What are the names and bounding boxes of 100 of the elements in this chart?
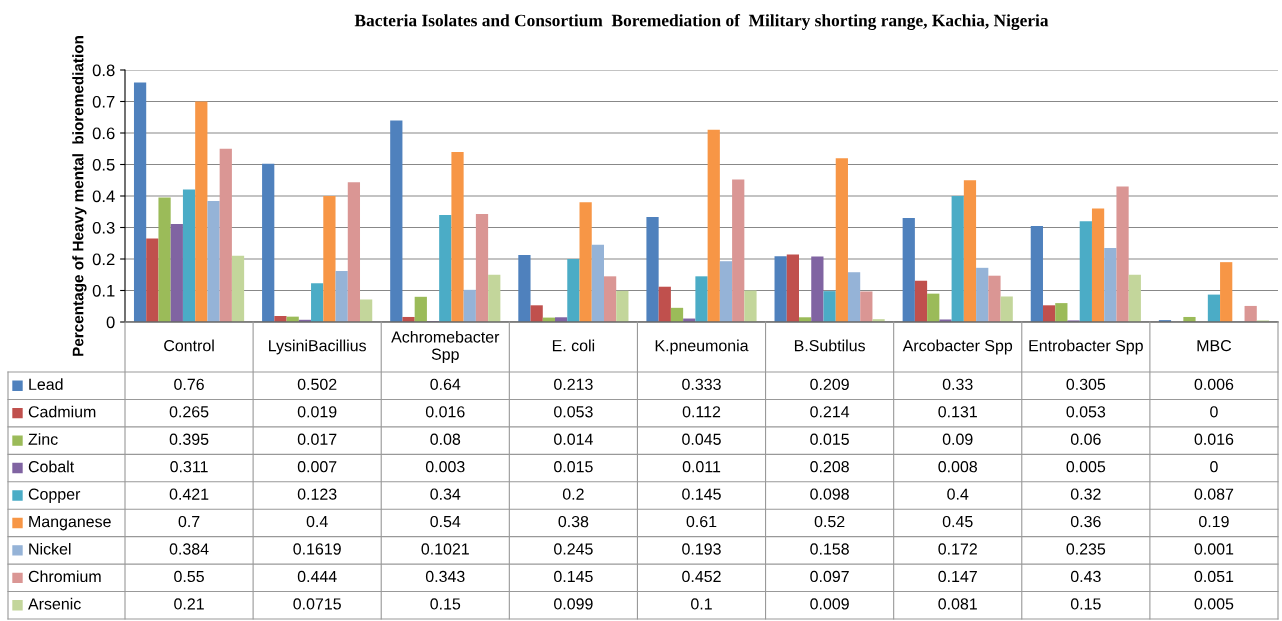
data-label: 0.15 [1070, 598, 1101, 610]
y-tick-label: 0.1 [92, 284, 115, 297]
data-label: 0.145 [682, 488, 721, 500]
legend-label: Nickel [29, 542, 71, 555]
data-label: 0.016 [425, 406, 465, 418]
y-tick-label: 0 [106, 316, 115, 329]
data-label: 0.36 [1070, 515, 1101, 528]
data-label: 0.06 [1070, 433, 1101, 445]
legend-label: Zinc [28, 433, 58, 445]
data-label: 0.09 [942, 433, 973, 445]
data-label: 0.131 [938, 406, 977, 418]
legend-label: Cadmium [28, 405, 96, 418]
y-tick-label: 0.5 [92, 158, 115, 171]
data-label: 0.45 [942, 515, 973, 528]
data-label: 0.098 [810, 488, 849, 500]
x-tick-label: Arcobacter Spp [902, 339, 1013, 355]
data-label: 0.395 [169, 433, 209, 445]
legend-label: Manganese [29, 516, 111, 531]
y-tick-label: 0.8 [92, 64, 115, 77]
legend-label: Arsenic [28, 597, 81, 610]
data-label: 0.158 [810, 543, 849, 555]
data-label: 0.193 [682, 543, 721, 555]
data-label: 0.006 [1194, 378, 1234, 391]
x-tick-label: LysiniBacillius [269, 339, 366, 355]
data-label: 0.099 [554, 598, 593, 610]
data-label: 0.015 [554, 461, 593, 473]
data-label: 0.051 [1194, 570, 1234, 583]
data-label: 0.112 [682, 406, 721, 418]
x-tick-label: B.Subtilus [794, 339, 865, 352]
y-tick-label: 0.4 [92, 190, 115, 203]
data-label: 0.005 [1194, 598, 1234, 610]
data-label: 0.145 [554, 570, 593, 583]
data-label: 0.333 [682, 378, 721, 391]
data-label: 0.421 [169, 488, 209, 500]
data-label: 0.011 [682, 461, 721, 473]
data-label: 0.32 [1070, 488, 1101, 500]
data-label: 0.235 [1066, 543, 1106, 555]
data-label: 0.452 [682, 570, 721, 583]
data-label: 0.265 [169, 406, 209, 418]
data-label: 0.1 [691, 598, 712, 610]
data-label: 0.19 [1199, 515, 1229, 528]
data-label: 0.08 [430, 433, 461, 445]
data-label: 0.214 [810, 406, 850, 418]
x-tick-label: E. coli [552, 339, 595, 352]
data-label: 0.015 [810, 433, 849, 445]
data-label: 0.343 [425, 570, 465, 583]
data-label: 0.76 [174, 378, 204, 391]
data-label: 0.7 [178, 515, 200, 528]
data-label: 0.502 [297, 378, 337, 391]
data-label: 0.009 [810, 598, 849, 610]
x-tick-label: Control [164, 339, 214, 352]
data-label: 0.15 [430, 598, 461, 610]
data-label: 0.52 [814, 515, 845, 528]
y-tick-label: 0.3 [92, 221, 115, 234]
data-label: 0.147 [938, 570, 977, 583]
data-label: 0 [1210, 461, 1218, 473]
data-label: 0.384 [169, 543, 209, 555]
y-tick-label: 0.2 [92, 253, 115, 266]
x-tick-label: Achromebacter Spp [391, 330, 500, 364]
data-label: 0.208 [810, 461, 849, 473]
data-label: 0.1619 [293, 543, 341, 555]
data-label: 0.053 [554, 406, 593, 418]
legend-label: Chromium [28, 570, 101, 583]
legend-label: Cobalt [28, 460, 75, 473]
data-label: 0.311 [170, 461, 208, 473]
x-tick-label: MBC [1197, 339, 1232, 352]
data-label: 0.54 [430, 515, 461, 528]
data-label: 0.045 [682, 433, 721, 445]
legend-label: Lead [29, 378, 63, 391]
legend-label: Copper [28, 488, 81, 503]
data-label: 0.014 [554, 433, 593, 445]
data-label: 0.305 [1066, 378, 1106, 391]
data-label: 0.087 [1194, 488, 1234, 500]
data-label: 0.097 [810, 570, 849, 583]
data-label: 0.245 [554, 543, 593, 555]
x-tick-label: K.pneumonia [655, 339, 749, 355]
chart-title: Bacteria Isolates and Consortium Boremediation of Military shorting range, Kachia, Nigeria [354, 13, 1049, 31]
data-label: 0.213 [554, 378, 593, 391]
data-label: 0.001 [1194, 543, 1234, 555]
data-label: 0.444 [297, 570, 337, 583]
data-label: 0.172 [938, 543, 977, 555]
data-label: 0.019 [297, 406, 337, 418]
data-label: 0.016 [1194, 433, 1234, 445]
data-label: 0.21 [174, 598, 204, 610]
y-axis-title: Percentage of Heavy mental bioremediation [72, 36, 87, 356]
y-tick-label: 0.7 [92, 95, 115, 108]
data-label: 0.003 [425, 461, 465, 473]
x-tick-label: Entrobacter Spp [1029, 339, 1143, 355]
data-label: 0.008 [938, 461, 978, 473]
data-label: 0.081 [938, 598, 977, 610]
data-label: 0.2 [562, 488, 584, 500]
data-label: 0.0715 [293, 598, 341, 610]
data-label: 0.007 [297, 461, 337, 473]
data-label: 0.43 [1070, 570, 1101, 583]
data-label: 0.4 [947, 488, 969, 500]
data-label: 0.4 [306, 515, 328, 528]
data-label: 0.33 [942, 378, 973, 391]
data-label: 0.55 [174, 570, 204, 583]
y-tick-label: 0.6 [92, 127, 115, 140]
data-label: 0.123 [297, 488, 337, 500]
